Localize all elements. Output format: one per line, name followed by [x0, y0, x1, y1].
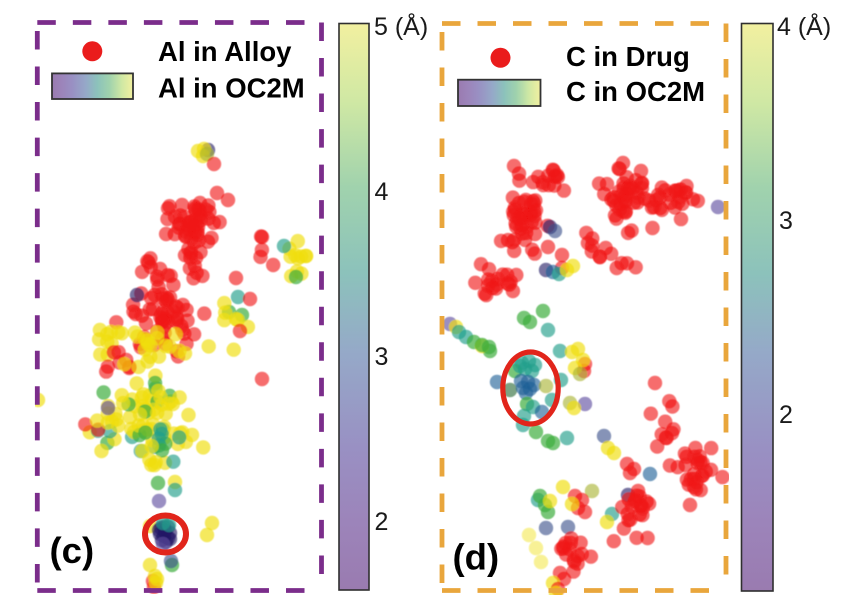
svg-text:4: 4 [375, 178, 389, 206]
svg-text:3: 3 [375, 343, 389, 371]
svg-text:C in Drug: C in Drug [566, 41, 690, 72]
svg-text:5 (Å): 5 (Å) [374, 11, 428, 41]
svg-text:3: 3 [779, 207, 793, 235]
svg-text:4 (Å): 4 (Å) [777, 11, 831, 41]
svg-text:2: 2 [779, 401, 793, 429]
svg-text:Al in OC2M: Al in OC2M [158, 73, 305, 104]
svg-text:Al in Alloy: Al in Alloy [158, 36, 292, 67]
svg-text:C in OC2M: C in OC2M [566, 76, 705, 107]
svg-text:(c): (c) [50, 530, 95, 571]
svg-text:2: 2 [375, 508, 389, 536]
svg-text:(d): (d) [453, 537, 500, 578]
